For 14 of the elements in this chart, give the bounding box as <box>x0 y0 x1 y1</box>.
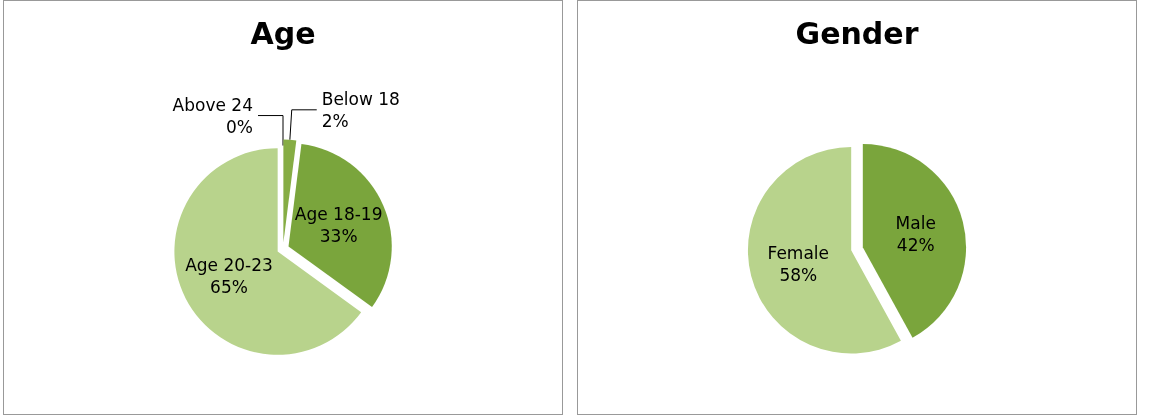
data-label: 2% <box>321 110 349 131</box>
chart-title: Gender <box>795 15 919 51</box>
data-label: 65% <box>210 277 248 298</box>
slice-label: Female <box>767 242 830 263</box>
slice-label: Age 18-19 <box>294 203 383 224</box>
slice-label: Age 20-23 <box>185 255 273 276</box>
chart-title: Age <box>250 15 316 51</box>
data-label: 42% <box>896 234 935 255</box>
data-label: 33% <box>319 225 358 246</box>
slice-label: Male <box>895 212 936 233</box>
text: 0% <box>226 116 253 137</box>
slice-label: Below 18 <box>321 88 400 109</box>
category-label: Above 24 <box>172 94 253 115</box>
data-label: 58% <box>779 264 818 285</box>
